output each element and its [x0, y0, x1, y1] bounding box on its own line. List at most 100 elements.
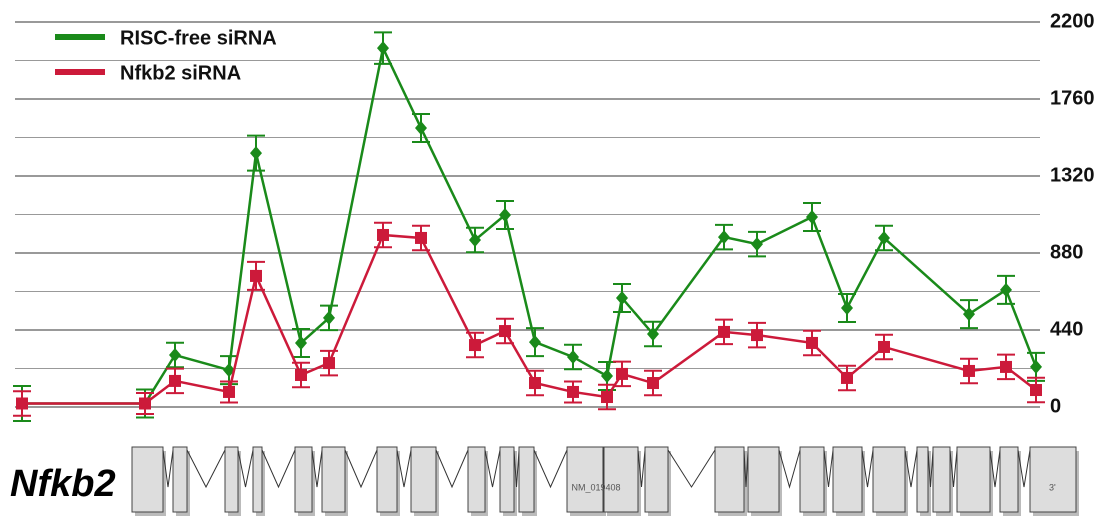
exon — [518, 446, 535, 513]
intron — [778, 449, 801, 489]
intron — [435, 449, 469, 489]
exon — [467, 446, 486, 513]
marker — [806, 336, 818, 349]
series-line — [22, 233, 1037, 405]
marker — [718, 230, 730, 245]
exon — [1029, 446, 1077, 513]
intron — [533, 449, 568, 489]
marker — [567, 385, 579, 398]
exon — [832, 446, 863, 513]
intron — [237, 449, 254, 488]
marker — [323, 310, 335, 325]
marker — [878, 340, 890, 353]
exon — [747, 446, 780, 513]
marker — [601, 369, 613, 384]
marker — [878, 230, 890, 245]
intron — [823, 449, 834, 488]
marker — [841, 371, 853, 384]
marker — [377, 41, 389, 56]
marker — [250, 269, 262, 282]
marker — [323, 357, 335, 370]
exon — [644, 446, 669, 513]
marker — [499, 208, 511, 223]
exon — [252, 446, 263, 513]
intron — [927, 449, 934, 488]
exon — [932, 446, 951, 513]
marker — [169, 348, 181, 363]
exon — [410, 446, 437, 513]
exon — [131, 446, 164, 513]
exon — [872, 446, 906, 513]
marker — [377, 228, 389, 241]
marker — [718, 325, 730, 338]
y-tick-label: 2200 — [1050, 10, 1095, 32]
exon — [916, 446, 929, 513]
marker — [806, 209, 818, 224]
marker — [1030, 384, 1042, 397]
marker — [16, 397, 28, 410]
marker — [415, 121, 427, 136]
intron — [1017, 449, 1031, 488]
intron — [311, 449, 323, 488]
y-tick-label: 1320 — [1050, 164, 1095, 186]
exon — [321, 446, 346, 513]
intron — [904, 449, 918, 488]
intron — [162, 449, 174, 488]
intron — [949, 449, 958, 488]
marker — [415, 231, 427, 244]
marker — [469, 339, 481, 352]
intron — [344, 449, 378, 489]
marker — [616, 290, 628, 305]
marker — [841, 300, 853, 315]
intron — [743, 449, 749, 488]
marker — [169, 374, 181, 387]
marker — [1000, 360, 1012, 373]
marker — [601, 391, 613, 404]
intron — [637, 449, 646, 488]
intron — [667, 449, 716, 488]
marker — [529, 377, 541, 390]
marker — [616, 367, 628, 380]
marker — [751, 329, 763, 342]
intron — [861, 449, 874, 488]
intron — [484, 449, 501, 488]
y-tick-label: 1760 — [1050, 87, 1095, 109]
intron — [186, 449, 226, 489]
end-label: 3' — [1049, 482, 1056, 492]
intron — [396, 449, 412, 488]
y-tick-label: 880 — [1050, 241, 1083, 263]
transcript-label: NM_019408 — [571, 482, 620, 492]
exon — [566, 446, 604, 513]
marker — [223, 385, 235, 398]
exon — [603, 446, 639, 513]
exon — [499, 446, 515, 513]
marker — [529, 335, 541, 350]
exon — [294, 446, 313, 513]
marker — [963, 364, 975, 377]
marker — [963, 307, 975, 322]
y-tick-label: 440 — [1050, 318, 1083, 340]
y-tick-label: 0 — [1050, 395, 1061, 417]
series-line — [22, 44, 1038, 405]
marker — [1000, 282, 1012, 297]
marker — [751, 237, 763, 252]
marker — [499, 325, 511, 338]
marker — [139, 397, 151, 410]
intron — [513, 449, 520, 488]
marker — [295, 335, 307, 350]
exon — [999, 446, 1019, 513]
exon — [172, 446, 188, 513]
exon — [714, 446, 745, 513]
marker — [567, 349, 579, 364]
intron — [989, 449, 1001, 488]
exon — [799, 446, 825, 513]
marker — [647, 377, 659, 390]
marker — [647, 327, 659, 342]
intron — [261, 449, 296, 489]
marker — [1030, 359, 1042, 374]
marker — [469, 233, 481, 248]
exon — [956, 446, 991, 513]
legend-label: Nfkb2 siRNA — [120, 62, 241, 84]
marker — [250, 146, 262, 161]
